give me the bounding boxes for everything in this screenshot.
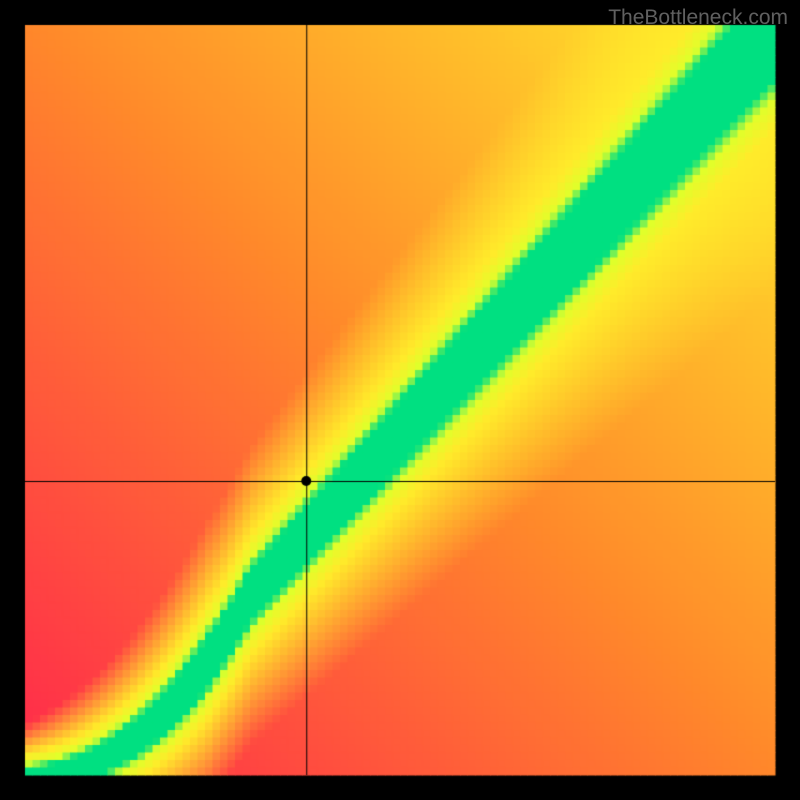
bottleneck-heatmap — [0, 0, 800, 800]
watermark-text: TheBottleneck.com — [608, 6, 788, 30]
